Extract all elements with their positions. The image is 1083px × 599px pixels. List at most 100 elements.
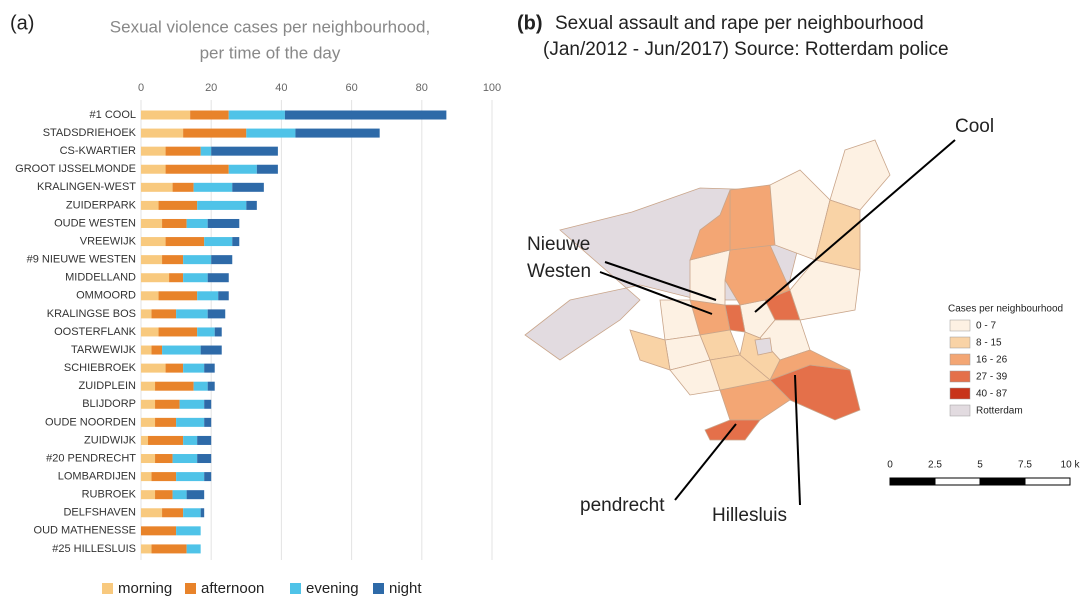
chart-title: per time of the day <box>200 43 341 62</box>
y-tick-label: OUDE WESTEN <box>54 217 136 229</box>
bar-segment <box>186 490 205 500</box>
legend-label: 27 - 39 <box>976 372 1008 383</box>
map-title: Sexual assault and rape per neighbourhoo… <box>555 13 924 34</box>
x-tick-label: 40 <box>275 82 287 94</box>
x-tick-label: 100 <box>483 82 501 94</box>
legend-label: night <box>389 580 422 597</box>
y-tick-label: BLIJDORP <box>82 398 136 410</box>
bar-segment <box>141 381 156 391</box>
scale-segment <box>979 477 1026 486</box>
bar-segment <box>197 435 212 445</box>
bar-segment <box>155 417 177 427</box>
scale-segment <box>1024 477 1071 486</box>
bar-segment <box>151 309 177 319</box>
arrow <box>604 261 717 301</box>
bar-segment <box>183 435 198 445</box>
bar-segment <box>207 381 215 391</box>
bar-segment <box>141 237 166 247</box>
scale-label: 10 k <box>1061 460 1081 471</box>
x-tick-label: 0 <box>138 82 144 94</box>
bar-segment <box>162 345 201 355</box>
scale-label: 2.5 <box>928 460 942 471</box>
bar-segment <box>211 255 233 265</box>
bar-segment <box>179 399 205 409</box>
bar-segment <box>158 200 198 210</box>
bar-segment <box>232 182 264 192</box>
scale-segment <box>889 477 936 486</box>
bar-segment <box>141 508 163 518</box>
district <box>669 359 721 396</box>
bar-segment <box>176 472 205 482</box>
y-tick-label: VREEWIJK <box>80 235 137 247</box>
bar-segment <box>176 309 208 319</box>
bar-segment <box>204 237 233 247</box>
bar-segment <box>141 128 184 138</box>
y-tick-label: OOSTERFLANK <box>54 326 137 338</box>
panel-label: (b) <box>517 12 543 34</box>
x-tick-label: 60 <box>345 82 357 94</box>
y-tick-label: DELFSHAVEN <box>63 507 136 519</box>
arrows <box>599 139 956 506</box>
legend-swatch <box>949 336 971 349</box>
bar-segment <box>141 255 163 265</box>
bar-segment <box>211 146 278 156</box>
legend-swatch <box>949 387 971 400</box>
arrow <box>674 423 737 501</box>
bar-segment <box>204 399 212 409</box>
bar-segment <box>141 345 152 355</box>
bar-segment <box>165 164 229 174</box>
arrow <box>754 139 956 313</box>
y-tick-label: STADSDRIEHOEK <box>43 127 137 139</box>
bar-segment <box>183 273 208 283</box>
bar-segment <box>169 273 184 283</box>
bar-segment <box>141 218 163 228</box>
x-tick-label: 80 <box>416 82 428 94</box>
y-tick-label: #20 PENDRECHT <box>46 452 136 464</box>
bar-segment <box>214 327 222 337</box>
arrow <box>794 374 801 506</box>
y-tick-label: OMMOORD <box>76 290 136 302</box>
district <box>729 184 776 251</box>
annotation: Cool <box>955 116 994 137</box>
legend-label: afternoon <box>201 580 264 597</box>
legend-label: 40 - 87 <box>976 389 1008 400</box>
bar-segment <box>193 381 208 391</box>
bar-segment <box>200 508 205 518</box>
bar-segment <box>186 544 201 554</box>
bar-segment <box>141 472 152 482</box>
legend-swatch <box>102 583 113 594</box>
bar-segment <box>151 544 187 554</box>
legend-swatch <box>185 583 196 594</box>
bar-segment <box>162 508 184 518</box>
chart-title: Sexual violence cases per neighbourhood, <box>110 17 430 36</box>
bar-segment <box>172 454 198 464</box>
y-tick-label: CS-KWARTIER <box>60 145 136 157</box>
bar-segment <box>246 200 257 210</box>
map-legend: 0 - 7 8 - 15 16 - 26 27 - 39 40 - 87 Rotterda… <box>949 319 1023 417</box>
district <box>689 189 731 261</box>
bar-segment <box>141 164 166 174</box>
bar-segment <box>141 363 166 373</box>
map <box>524 139 891 441</box>
bar-segment <box>246 128 296 138</box>
y-tick-label: #25 HILLESLUIS <box>52 543 136 555</box>
district <box>704 419 761 441</box>
bar-segment <box>141 490 156 500</box>
y-tick-label: ZUIDPLEIN <box>79 380 137 392</box>
y-tick-label: TARWEWIJK <box>71 344 137 356</box>
legend-swatch <box>373 583 384 594</box>
x-tick-label: 20 <box>205 82 217 94</box>
bar-segment <box>186 218 208 228</box>
district <box>829 139 891 211</box>
scale-bar: 0 2.5 5 7.5 10 k <box>887 460 1081 486</box>
y-tick-label: ZUIDWIJK <box>84 434 137 446</box>
bar-segment <box>197 291 219 301</box>
bar-segment <box>141 200 159 210</box>
scale-label: 7.5 <box>1018 460 1032 471</box>
bar-segment <box>183 508 201 518</box>
legend-label: 16 - 26 <box>976 355 1008 366</box>
bar-segment <box>141 544 152 554</box>
bar-segment <box>141 182 173 192</box>
scale-label: 0 <box>887 460 893 471</box>
